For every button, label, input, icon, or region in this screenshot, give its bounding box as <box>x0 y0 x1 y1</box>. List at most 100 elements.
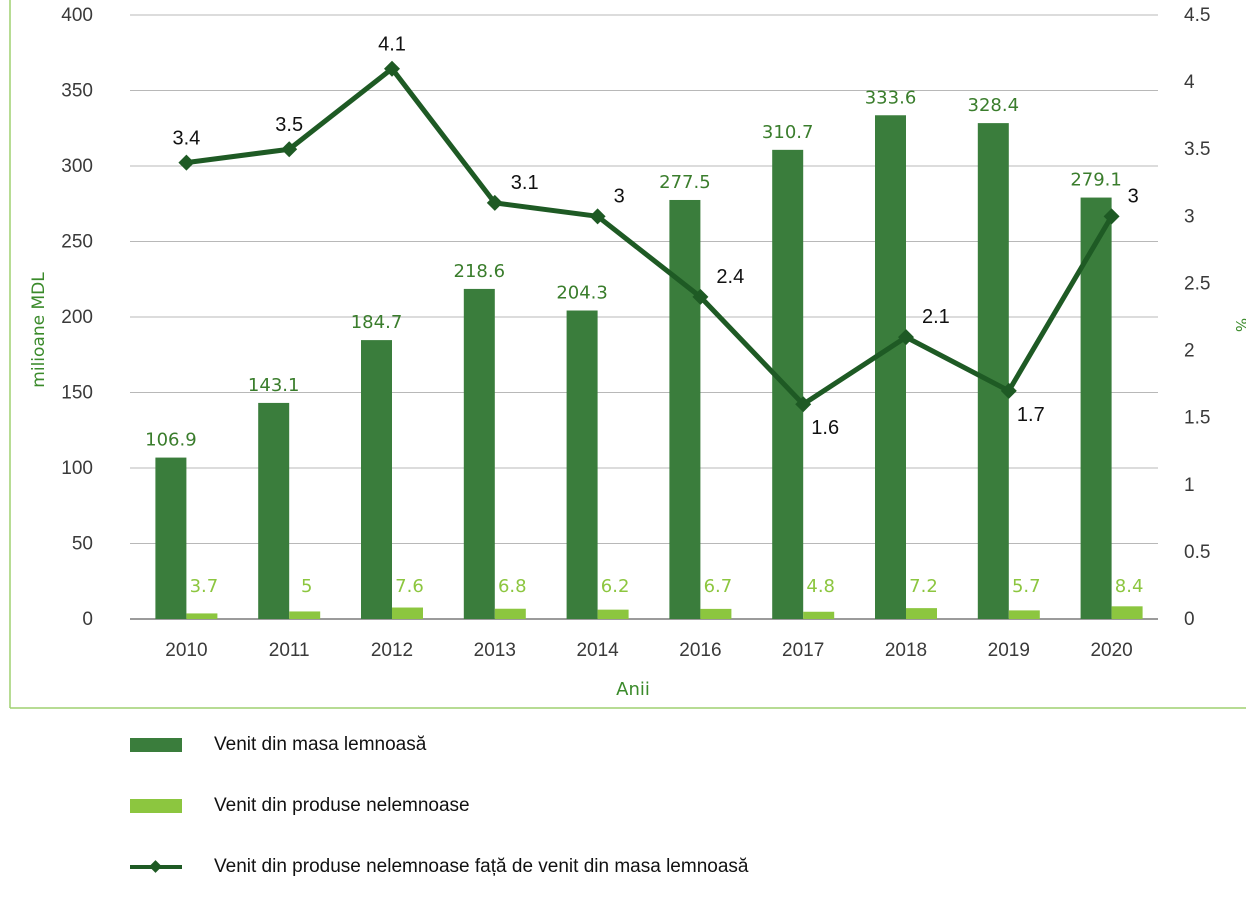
ratio-marker <box>1000 382 1017 399</box>
data-label-ratio: 3 <box>1128 185 1139 207</box>
left-tick-label: 400 <box>61 5 93 26</box>
x-tick-label: 2011 <box>269 640 310 661</box>
right-tick-label: 4.5 <box>1184 5 1210 26</box>
left-axis-label: milioane MDL <box>29 272 49 388</box>
data-label-ratio: 2.4 <box>716 266 744 288</box>
x-axis-ticks: 2010 2011 2012 2013 2014 2016 2017 2018 2019 2020 <box>165 640 1132 661</box>
data-label-produse-nelemnoase: 3.7 <box>190 576 219 597</box>
data-label-produse-nelemnoase: 4.8 <box>806 576 835 597</box>
legend-swatch-dark <box>130 738 182 752</box>
right-tick-label: 1 <box>1184 475 1195 496</box>
data-label-produse-nelemnoase: 8.4 <box>1115 576 1144 597</box>
data-label-ratio: 3 <box>614 185 625 207</box>
data-label-produse-nelemnoase: 6.8 <box>498 576 527 597</box>
data-label-masa-lemnoasa: 279.1 <box>1070 170 1122 191</box>
data-label-ratio: 1.6 <box>811 417 839 439</box>
data-label-produse-nelemnoase: 7.6 <box>395 576 424 597</box>
ratio-marker <box>384 60 400 77</box>
bar-produse-nelemnoase <box>1111 606 1143 619</box>
x-tick-label: 2020 <box>1090 640 1132 661</box>
x-tick-label: 2017 <box>782 640 824 661</box>
bar-masa-lemnoasa <box>977 123 1009 619</box>
data-label-masa-lemnoasa: 310.7 <box>762 122 814 143</box>
bar-masa-lemnoasa <box>1080 197 1112 619</box>
legend-item-line: Venit din produse nelemnoase față de ven… <box>130 852 748 882</box>
left-tick-label: 100 <box>61 458 93 479</box>
data-label-masa-lemnoasa: 218.6 <box>454 261 506 282</box>
bar-produse-nelemnoase <box>803 611 835 619</box>
ratio-marker <box>1103 208 1120 225</box>
x-tick-label: 2019 <box>988 640 1030 661</box>
data-labels: 106.9 3.7 143.1 5 184.7 7.6 218.6 6.8 204.3 6.2 27… <box>145 34 1143 597</box>
data-label-masa-lemnoasa: 204.3 <box>556 283 608 304</box>
bar-produse-nelemnoase <box>700 608 732 619</box>
ratio-marker <box>178 154 195 171</box>
data-label-masa-lemnoasa: 143.1 <box>248 375 300 396</box>
legend-label: Venit din produse nelemnoase față de ven… <box>214 856 749 877</box>
bar-produse-nelemnoase <box>289 611 321 619</box>
legend-swatch-line <box>130 860 182 874</box>
bar-produse-nelemnoase <box>1008 610 1040 619</box>
data-label-produse-nelemnoase: 7.2 <box>909 576 938 597</box>
right-tick-label: 1.5 <box>1184 408 1210 429</box>
data-label-ratio: 2.1 <box>922 306 950 328</box>
bar-produse-nelemnoase <box>392 607 423 619</box>
right-tick-label: 0.5 <box>1184 542 1210 563</box>
chart-frame <box>9 0 1246 709</box>
left-axis-ticks: 0 50 100 150 200 250 300 350 400 <box>61 5 93 630</box>
bar-masa-lemnoasa <box>258 402 290 619</box>
x-tick-label: 2010 <box>165 640 207 661</box>
ratio-marker <box>692 288 709 305</box>
legend-item-light-bars: Venit din produse nelemnoase <box>130 791 748 821</box>
x-tick-label: 2018 <box>885 640 927 661</box>
data-label-ratio: 1.7 <box>1017 404 1045 426</box>
right-tick-label: 0 <box>1184 609 1195 630</box>
data-label-produse-nelemnoase: 5 <box>301 576 312 597</box>
ratio-marker <box>486 194 503 211</box>
data-label-ratio: 3.5 <box>275 114 303 136</box>
bar-masa-lemnoasa <box>875 115 906 619</box>
left-tick-label: 300 <box>61 156 93 177</box>
bar-masa-lemnoasa <box>566 310 598 619</box>
left-tick-label: 250 <box>61 232 93 253</box>
data-label-produse-nelemnoase: 5.7 <box>1012 576 1041 597</box>
x-tick-label: 2013 <box>474 640 516 661</box>
bar-produse-nelemnoase <box>597 609 629 619</box>
x-tick-label: 2016 <box>679 640 721 661</box>
bar-produse-nelemnoase <box>494 608 526 619</box>
ratio-marker <box>898 329 914 346</box>
x-axis-label: Anii <box>616 679 650 700</box>
legend-label: Venit din produse nelemnoase <box>214 795 470 816</box>
data-label-masa-lemnoasa: 328.4 <box>968 95 1020 116</box>
data-label-ratio: 4.1 <box>378 34 406 56</box>
ratio-marker <box>281 141 298 158</box>
x-tick-label: 2012 <box>371 640 413 661</box>
data-label-masa-lemnoasa: 106.9 <box>145 430 197 451</box>
bar-series <box>155 115 1143 619</box>
line-series <box>178 60 1120 413</box>
data-label-masa-lemnoasa: 184.7 <box>351 312 403 333</box>
bar-masa-lemnoasa <box>772 149 804 619</box>
right-tick-label: 3 <box>1184 206 1195 227</box>
legend-swatch-light <box>130 799 182 813</box>
right-tick-label: 2 <box>1184 341 1195 362</box>
data-label-ratio: 3.1 <box>511 172 539 194</box>
chart-canvas: 0 50 100 150 200 250 300 350 400 0 0.5 1 1.5 2 2.5 3 3.… <box>9 0 1246 709</box>
right-axis-ticks: 0 0.5 1 1.5 2 2.5 3 3.5 4 4.5 <box>1184 5 1210 630</box>
legend-item-dark-bars: Venit din masa lemnoasă <box>130 730 748 760</box>
bar-masa-lemnoasa <box>669 199 701 619</box>
right-tick-label: 2.5 <box>1184 273 1210 294</box>
left-tick-label: 350 <box>61 81 93 102</box>
left-tick-label: 50 <box>72 534 93 555</box>
right-tick-label: 4 <box>1184 72 1195 93</box>
bar-produse-nelemnoase <box>906 608 937 619</box>
ratio-marker <box>795 396 812 413</box>
legend-label: Venit din masa lemnoasă <box>214 734 427 755</box>
data-label-masa-lemnoasa: 333.6 <box>865 87 917 108</box>
bar-masa-lemnoasa <box>463 288 495 619</box>
ratio-marker <box>589 208 606 225</box>
bar-masa-lemnoasa <box>155 457 187 619</box>
right-axis-label: % <box>1232 318 1246 332</box>
legend: Venit din masa lemnoasă Venit din produs… <box>130 730 748 913</box>
x-tick-label: 2014 <box>576 640 619 661</box>
